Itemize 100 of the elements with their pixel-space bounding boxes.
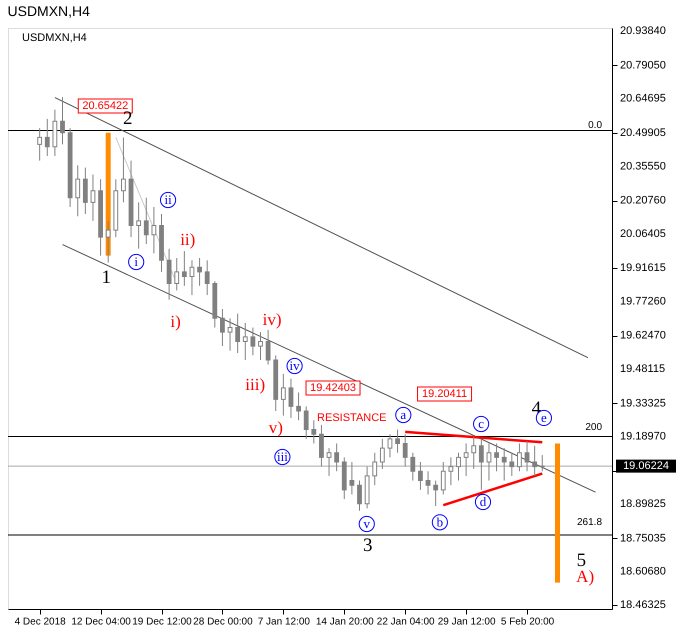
candlestick <box>136 202 142 250</box>
chart-title: USDMXN,H4 <box>8 3 90 20</box>
annotation: ii) <box>180 230 196 249</box>
candlestick <box>75 164 80 217</box>
candlestick <box>388 434 392 458</box>
annotation: 19.42403 <box>310 382 356 394</box>
annotation: 261.8 <box>576 517 602 528</box>
candlestick <box>37 128 42 162</box>
chart-subtitle: USDMXN,H4 <box>22 32 87 44</box>
candlestick <box>395 429 400 454</box>
candlestick <box>44 118 50 156</box>
candlestick <box>326 448 332 476</box>
y-tick-label: 20.20760 <box>620 194 666 207</box>
candlestick <box>220 308 225 347</box>
x-tick-label: 28 Dec 00:00 <box>193 616 254 628</box>
candlestick <box>266 329 271 366</box>
ref-line-label: 19.06224 <box>623 460 669 472</box>
candlestick <box>532 445 538 476</box>
candlestick <box>456 452 461 482</box>
annotation: v) <box>268 418 283 437</box>
annotation: RESISTANCE <box>317 412 387 424</box>
candlestick <box>334 442 340 472</box>
candlestick <box>402 434 408 468</box>
candlestick <box>486 442 492 482</box>
candlestick <box>448 456 454 486</box>
candlestick <box>540 454 545 472</box>
x-tick-label: 22 Jan 04:00 <box>376 616 436 628</box>
annotation: 19.20411 <box>422 388 468 400</box>
candlestick <box>90 174 96 222</box>
y-tick-label: 18.75035 <box>620 532 666 544</box>
candlestick <box>280 373 286 416</box>
candlestick <box>288 378 294 418</box>
candlestick <box>517 442 522 472</box>
y-tick-label: 19.77260 <box>620 295 666 308</box>
candlestick <box>182 250 187 286</box>
candlestick <box>410 452 416 482</box>
annotation: iii <box>276 449 288 464</box>
x-tick-label: 7 Jan 12:00 <box>258 616 310 628</box>
annotation: iv <box>290 358 300 373</box>
candlestick <box>349 462 354 495</box>
candlestick <box>372 452 378 486</box>
annotation: 1 <box>101 267 111 288</box>
annotation: i) <box>170 312 181 331</box>
annotation: 0.0 <box>588 120 602 131</box>
y-tick-label: 20.79050 <box>620 59 666 72</box>
candlestick <box>166 248 172 300</box>
candlestick <box>144 197 149 245</box>
y-tick-label: 20.49905 <box>620 127 666 140</box>
candlestick <box>433 480 438 507</box>
candlestick <box>357 480 362 512</box>
candlestick <box>197 257 202 286</box>
annotation: c <box>478 416 484 431</box>
candlestick <box>464 442 469 476</box>
y-tick-label: 19.48115 <box>620 363 666 376</box>
candlestick <box>151 206 156 254</box>
candlestick <box>82 167 88 214</box>
candlestick <box>471 436 476 470</box>
candlestick <box>440 462 446 495</box>
candlestick <box>426 470 430 495</box>
annotation: ii <box>164 192 172 207</box>
annotation: 200 <box>585 422 602 433</box>
candlestick <box>319 424 324 468</box>
x-tick-label: 19 Dec 12:00 <box>132 616 192 628</box>
candlestick <box>235 313 240 354</box>
candlestick <box>502 448 507 482</box>
x-tick-label: 4 Dec 2018 <box>14 616 66 628</box>
annotation: iv) <box>262 310 282 329</box>
candlestick <box>304 406 309 440</box>
annotation: 3 <box>362 535 372 556</box>
annotation: e <box>541 410 548 425</box>
candlestick <box>60 96 65 145</box>
x-tick-label: 5 Feb 20:00 <box>500 616 555 628</box>
y-tick-label: 18.89825 <box>620 498 666 510</box>
annotation: v <box>364 516 371 531</box>
annotation: iii) <box>245 375 266 394</box>
y-tick-label: 19.18970 <box>620 430 666 443</box>
candlestick <box>121 136 126 203</box>
x-tick-label: 14 Jan 20:00 <box>316 616 374 628</box>
x-tick-label: 12 Dec 04:00 <box>71 616 132 628</box>
x-tick-label: 29 Jan 12:00 <box>438 616 496 628</box>
annotation: b <box>436 514 444 530</box>
candlestick <box>509 452 514 476</box>
candlestick <box>478 438 484 490</box>
candlestick <box>258 332 263 360</box>
candlestick <box>242 322 248 360</box>
candlestick <box>204 260 210 296</box>
candlestick <box>311 420 316 444</box>
y-tick-label: 20.93840 <box>620 25 666 38</box>
y-tick-label: 20.35550 <box>620 160 666 172</box>
y-tick-label: 19.91615 <box>620 262 666 274</box>
annotation: d <box>480 494 487 509</box>
candlestick <box>190 260 194 296</box>
candlestick <box>174 257 180 291</box>
annotation: a <box>400 407 406 422</box>
candlestick <box>524 440 530 472</box>
y-tick-label: 20.64695 <box>620 92 666 105</box>
candlestick <box>228 318 232 352</box>
y-tick-label: 19.62470 <box>620 330 666 342</box>
candlestick <box>494 442 499 472</box>
y-tick-label: 20.06405 <box>620 228 666 240</box>
